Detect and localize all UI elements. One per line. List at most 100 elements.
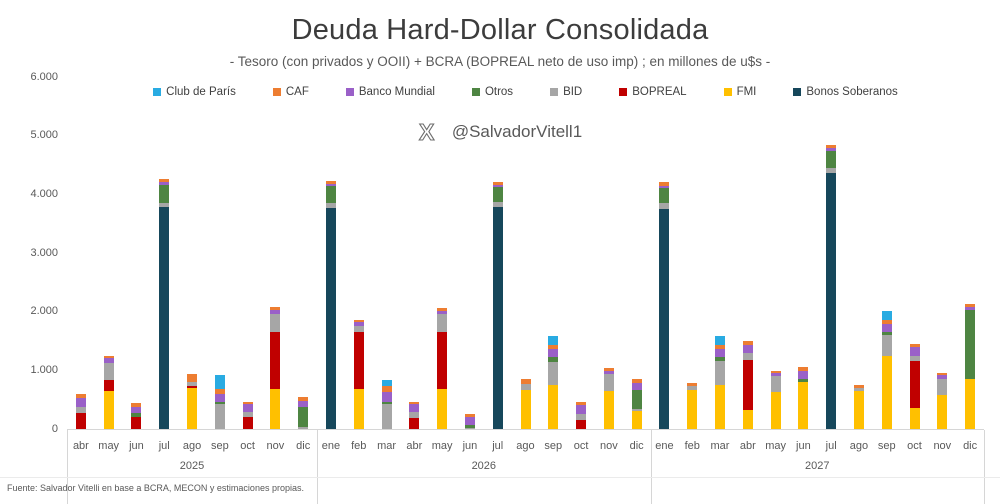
bar-2027-jun [798, 367, 809, 429]
segment-club [548, 335, 559, 345]
bar-2025-may [103, 356, 114, 429]
segment-club [881, 310, 892, 320]
segment-banco_mundial [659, 185, 670, 188]
segment-bid [103, 363, 114, 380]
bar-2026-may [437, 308, 448, 429]
bar-2025-abr [75, 393, 86, 429]
bar-2026-dic [631, 379, 642, 429]
segment-otros [298, 407, 309, 428]
segment-bid [576, 414, 587, 420]
segment-banco_mundial [881, 324, 892, 333]
legend-swatch-bopreal [619, 88, 628, 96]
segment-club [715, 336, 725, 345]
bar-2027-mar [715, 336, 725, 429]
bar-2027-feb [687, 382, 698, 429]
y-axis-label: 6.000 [30, 70, 58, 83]
bar-2025-jul [159, 179, 170, 429]
legend-item-caf: CAF [272, 86, 309, 98]
watermark: X @SalvadorVitell1 [0, 120, 1000, 144]
segment-fmi [187, 387, 198, 429]
segment-caf [520, 379, 531, 384]
legend-item-fmi: FMI [723, 86, 756, 98]
segment-banco_mundial [298, 400, 309, 408]
segment-caf [492, 182, 503, 185]
month-label-2027-mar: mar [710, 440, 730, 452]
chart-subtitle: - Tesoro (con privados y OOII) + BCRA (B… [229, 54, 771, 69]
segment-bonos [659, 208, 670, 429]
segment-caf [881, 319, 892, 325]
segment-bid [687, 386, 698, 390]
segment-banco_mundial [770, 372, 781, 377]
month-label-2027-oct: oct [907, 440, 922, 452]
segment-bid [631, 409, 642, 411]
segment-caf [75, 393, 86, 398]
month-label-2026-oct: oct [573, 440, 589, 452]
segment-caf [325, 180, 336, 184]
month-label-2026-dic: dic [629, 440, 644, 452]
segment-caf [826, 145, 837, 149]
month-label-2027-may: may [765, 440, 786, 452]
segment-bid [492, 202, 503, 207]
segment-caf [409, 402, 420, 405]
segment-bopreal [131, 417, 142, 429]
axis-group-separator [984, 430, 985, 504]
legend-label-bid: BID [563, 86, 583, 98]
y-axis-label: 4.000 [30, 187, 58, 200]
segment-banco_mundial [548, 348, 559, 357]
segment-otros [131, 413, 142, 418]
segment-otros [631, 389, 642, 410]
segment-caf [659, 182, 670, 186]
segment-fmi [353, 389, 364, 429]
month-label-2026-mar: mar [377, 440, 397, 452]
segment-banco_mundial [214, 394, 225, 402]
legend-label-bonos: Bonos Soberanos [806, 86, 898, 98]
y-axis-label: 1.000 [30, 363, 58, 376]
segment-caf [631, 379, 642, 384]
segment-caf [187, 374, 198, 383]
month-label-2025-sep: sep [210, 440, 229, 452]
chart-bottom-border [0, 477, 1000, 478]
bar-2025-sep [214, 375, 225, 429]
month-label-2025-ago: ago [182, 440, 202, 452]
bar-2026-jun [464, 414, 475, 429]
segment-banco_mundial [381, 392, 392, 402]
month-label-2027-ago: ago [849, 440, 869, 452]
bar-2027-sep [881, 310, 892, 429]
year-label-2026: 2026 [471, 460, 497, 472]
legend: Club de París CAF Banco Mundial Otros BID BOP… [67, 86, 984, 98]
segment-caf [770, 370, 781, 373]
segment-fmi [798, 382, 809, 429]
bar-2025-nov [270, 306, 281, 429]
bar-2026-ago [520, 379, 531, 429]
month-label-2026-sep: sep [544, 440, 563, 452]
month-label-2026-abr: abr [406, 440, 423, 452]
bar-2025-ago [187, 374, 198, 429]
bar-2027-ago [853, 384, 864, 429]
segment-banco_mundial [715, 348, 725, 358]
segment-bopreal [742, 359, 753, 410]
segment-banco_mundial [409, 404, 420, 412]
y-axis-label: 2.000 [30, 305, 58, 318]
month-label-2025-dic: dic [296, 440, 311, 452]
segment-fmi [603, 391, 614, 429]
segment-fmi [437, 389, 448, 429]
segment-bid [437, 314, 448, 332]
month-label-2026-ago: ago [516, 440, 535, 452]
segment-caf [603, 367, 614, 371]
y-axis-label: 0 [51, 422, 58, 435]
segment-fmi [770, 392, 781, 429]
bar-2027-dic [965, 304, 976, 429]
bar-2027-ene [659, 182, 670, 429]
segment-otros [715, 357, 725, 362]
segment-caf [742, 341, 753, 345]
month-label-2026-may: may [431, 440, 453, 452]
segment-bopreal [187, 386, 198, 388]
segment-bopreal [270, 331, 281, 390]
month-label-2025-jun: jun [129, 440, 144, 452]
segment-fmi [853, 391, 864, 429]
segment-bid [520, 383, 531, 391]
segment-otros [548, 356, 559, 362]
segment-bid [353, 326, 364, 332]
segment-bid [715, 361, 725, 385]
